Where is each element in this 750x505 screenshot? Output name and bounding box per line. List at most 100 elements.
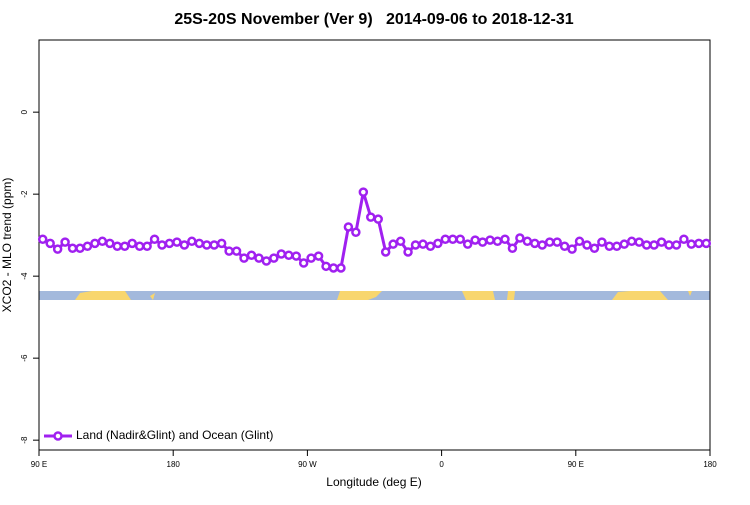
data-point	[343, 222, 354, 232]
chart-title: 25S-20S November (Ver 9) 2014-09-06 to 2…	[174, 11, 573, 28]
x-tick-label: 180	[703, 460, 717, 469]
data-point	[470, 235, 480, 245]
data-point	[492, 236, 503, 247]
data-point	[694, 238, 704, 249]
data-point	[194, 238, 205, 249]
data-point	[507, 243, 518, 254]
x-tick-label: 90 W	[298, 460, 317, 469]
data-point	[552, 237, 562, 247]
data-point	[209, 240, 219, 250]
data-point	[410, 240, 421, 250]
x-axis-label: Longitude (deg E)	[326, 475, 421, 489]
data-point	[231, 246, 242, 256]
data-point	[559, 241, 570, 251]
data-point	[567, 244, 577, 254]
data-point	[298, 258, 309, 268]
x-tick-label: 0	[439, 460, 444, 469]
data-point	[597, 237, 607, 247]
data-point	[380, 247, 391, 257]
data-point	[67, 243, 78, 254]
data-point	[664, 240, 674, 250]
data-point	[60, 237, 70, 247]
land-patch	[75, 291, 131, 300]
data-point	[582, 240, 592, 250]
data-point	[172, 237, 182, 247]
data-point	[619, 239, 630, 249]
data-point	[686, 239, 697, 249]
y-tick-label: -2	[20, 190, 29, 198]
y-tick-label: -6	[20, 354, 29, 362]
data-point	[418, 239, 428, 249]
data-point	[261, 256, 272, 266]
data-point	[425, 241, 436, 251]
x-tick-label: 90 E	[31, 460, 47, 469]
data-point	[634, 237, 644, 247]
data-point	[462, 239, 473, 249]
data-point	[485, 235, 495, 245]
land-patch	[337, 291, 382, 300]
data-point	[701, 238, 712, 249]
x-tick-label: 90 E	[568, 460, 584, 469]
data-point	[127, 238, 137, 249]
data-point	[328, 263, 339, 273]
data-point	[216, 238, 227, 249]
x-tick-label: 180	[167, 460, 181, 469]
data-point	[149, 234, 160, 245]
data-point	[45, 238, 55, 249]
y-axis-label: XCO2 - MLO trend (ppm)	[0, 178, 14, 313]
data-point	[612, 241, 622, 251]
data-point	[112, 241, 123, 251]
data-point	[134, 241, 145, 251]
land-patch	[507, 291, 515, 300]
data-point	[604, 241, 615, 251]
data-point	[522, 236, 533, 247]
data-point	[448, 234, 458, 245]
data-point	[515, 233, 525, 243]
data-point	[366, 212, 376, 222]
data-point	[202, 240, 212, 250]
data-point	[477, 237, 488, 247]
data-point	[656, 237, 667, 247]
data-point	[187, 236, 197, 247]
data-point	[455, 234, 465, 245]
data-point	[52, 244, 63, 254]
data-point	[679, 234, 689, 245]
data-point	[179, 240, 190, 250]
data-point	[358, 187, 369, 197]
land-patch	[612, 291, 668, 300]
data-point	[306, 253, 316, 263]
data-point	[37, 234, 48, 245]
data-point	[224, 246, 234, 256]
land-ocean-mask	[39, 291, 710, 300]
data-point	[544, 237, 555, 247]
data-point	[157, 240, 167, 250]
y-tick-label: 0	[20, 109, 29, 114]
data-point	[395, 236, 406, 247]
data-point	[500, 234, 510, 245]
data-point	[649, 240, 659, 250]
y-tick-label: -4	[20, 272, 29, 280]
data-point	[388, 239, 398, 249]
data-point	[276, 249, 287, 259]
data-point	[433, 238, 443, 249]
data-point	[97, 236, 108, 247]
data-point	[403, 247, 413, 257]
data-point	[440, 234, 451, 245]
data-point	[291, 251, 301, 261]
data-point	[589, 243, 600, 254]
data-point	[321, 261, 331, 272]
data-point	[313, 251, 324, 261]
data-point	[284, 250, 294, 260]
data-point	[75, 243, 85, 254]
data-point	[119, 241, 130, 251]
data-point	[671, 240, 682, 250]
data-point	[105, 238, 115, 249]
land-patch	[462, 291, 495, 300]
data-point	[254, 253, 264, 263]
land-patch	[688, 291, 692, 296]
data-point	[269, 253, 279, 263]
data-point	[336, 263, 346, 273]
legend-label: Land (Nadir&Glint) and Ocean (Glint)	[76, 428, 273, 442]
